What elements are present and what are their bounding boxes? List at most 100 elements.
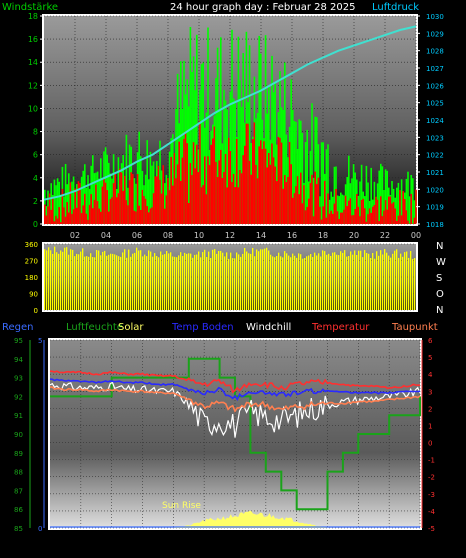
wind-direction-bar	[396, 249, 397, 310]
wind-speed-bar	[340, 213, 342, 224]
wind-speed-bar	[191, 175, 193, 224]
wind-speed-bar	[390, 196, 392, 224]
wind-speed-bar	[102, 187, 104, 224]
wind-direction-bar	[210, 258, 211, 310]
wind-speed-bar	[50, 210, 52, 224]
temperature-tick-label: 2	[428, 405, 432, 413]
wind-speed-bar	[87, 220, 89, 224]
wind-direction-bar	[250, 254, 251, 310]
wind-speed-bar	[358, 207, 360, 224]
wind-direction-bar	[246, 252, 247, 311]
wind-speed-bar	[108, 212, 110, 224]
x-tick-label: 02	[76, 538, 86, 547]
wind-speed-bar	[242, 155, 244, 224]
wind-speed-bar	[130, 172, 132, 224]
wind-speed-bar	[86, 214, 88, 224]
wind-direction-bar	[120, 257, 121, 310]
wind-speed-bar	[97, 201, 99, 224]
wind-speed-bar	[105, 183, 107, 224]
wind-speed-bar	[118, 193, 120, 224]
wind-speed-bar	[383, 211, 385, 224]
direction-tick-label: 270	[25, 258, 38, 266]
wind-direction-bar	[370, 258, 371, 310]
x-tick-label: 02	[70, 231, 80, 240]
wind-direction-bar	[384, 249, 385, 310]
wind-speed-bar	[198, 172, 200, 224]
wind-direction-bar	[398, 258, 399, 310]
x-tick-label: 06	[132, 231, 142, 240]
wind-direction-bar	[168, 253, 169, 310]
wind-speed-bar	[95, 185, 97, 224]
wind-gust-bar	[60, 195, 62, 224]
wind-speed-bar	[174, 153, 176, 224]
wind-speed-bar	[257, 178, 259, 224]
wind-speed-bar	[233, 174, 235, 224]
wind-direction-bar	[140, 250, 141, 310]
wind-speed-bar	[156, 176, 158, 224]
wind-speed-bar	[393, 202, 395, 224]
wind-direction-bar	[68, 255, 69, 310]
wind-direction-bar	[102, 252, 103, 310]
wind-speed-bar	[378, 221, 380, 224]
wind-speed-bar	[351, 215, 353, 224]
temperature-tick-label: -5	[428, 525, 435, 533]
humidity-tick-label: 95	[14, 337, 23, 345]
wind-speed-bar	[161, 194, 163, 224]
wind-gust-bar	[326, 149, 328, 224]
wind-direction-bar	[94, 257, 95, 310]
temperature-tick-label: -1	[428, 457, 435, 465]
wind-speed-bar	[73, 209, 75, 224]
x-tick-label: 08	[168, 538, 178, 547]
legend-item: Solar	[118, 322, 144, 333]
wind-speed-bar	[124, 176, 126, 224]
wind-speed-bar	[399, 190, 401, 224]
wind-direction-bar	[156, 256, 157, 310]
wind-direction-bar	[308, 256, 309, 311]
wind-direction-bar	[300, 254, 301, 310]
wind-direction-bar	[302, 259, 303, 310]
wind-gust-bar	[353, 164, 355, 224]
wind-speed-bar	[223, 172, 225, 224]
wind-direction-bar	[316, 256, 317, 311]
wind-speed-bar	[321, 220, 323, 225]
wind-speed-bar	[55, 216, 57, 224]
wind-direction-bar	[208, 252, 209, 310]
wind-direction-bar	[142, 256, 143, 310]
wind-direction-bar	[298, 253, 299, 310]
wind-speed-bar	[246, 124, 248, 224]
wind-gust-bar	[321, 142, 323, 224]
wind-direction-bar	[318, 253, 319, 310]
wind-speed-bar	[305, 210, 307, 224]
wind-speed-bar	[121, 173, 123, 224]
right-tick-label: 1025	[426, 100, 444, 108]
wind-direction-bar	[356, 255, 357, 310]
wind-direction-bar	[218, 251, 219, 310]
wind-direction-bar	[382, 255, 383, 311]
wind-speed-bar	[65, 217, 67, 224]
wind-direction-bar	[294, 256, 295, 310]
wind-speed-bar	[338, 219, 340, 224]
wind-direction-bar	[376, 251, 377, 310]
wind-speed-bar	[250, 175, 252, 224]
wind-speed-bar	[148, 212, 150, 224]
wind-speed-bar	[90, 194, 92, 224]
wind-speed-bar	[215, 162, 217, 224]
x-tick-label: 10	[199, 538, 209, 547]
wind-speed-bar	[46, 216, 48, 225]
wind-speed-bar	[207, 156, 209, 224]
wind-direction-bar	[400, 254, 401, 310]
temperature-tick-label: 1	[428, 422, 432, 430]
wind-speed-bar	[129, 180, 131, 224]
wind-speed-bar	[225, 154, 227, 224]
wind-speed-bar	[359, 216, 361, 224]
wind-direction-bar	[264, 249, 265, 310]
left-tick-label: 0	[33, 220, 38, 229]
wind-speed-bar	[166, 195, 168, 224]
wind-direction-bar	[406, 252, 407, 311]
wind-direction-bar	[198, 252, 199, 311]
sun-rise-label: Sun Rise	[162, 501, 201, 511]
wind-speed-bar	[258, 146, 260, 224]
wind-direction-bar	[326, 255, 327, 310]
wind-speed-bar	[76, 208, 78, 224]
